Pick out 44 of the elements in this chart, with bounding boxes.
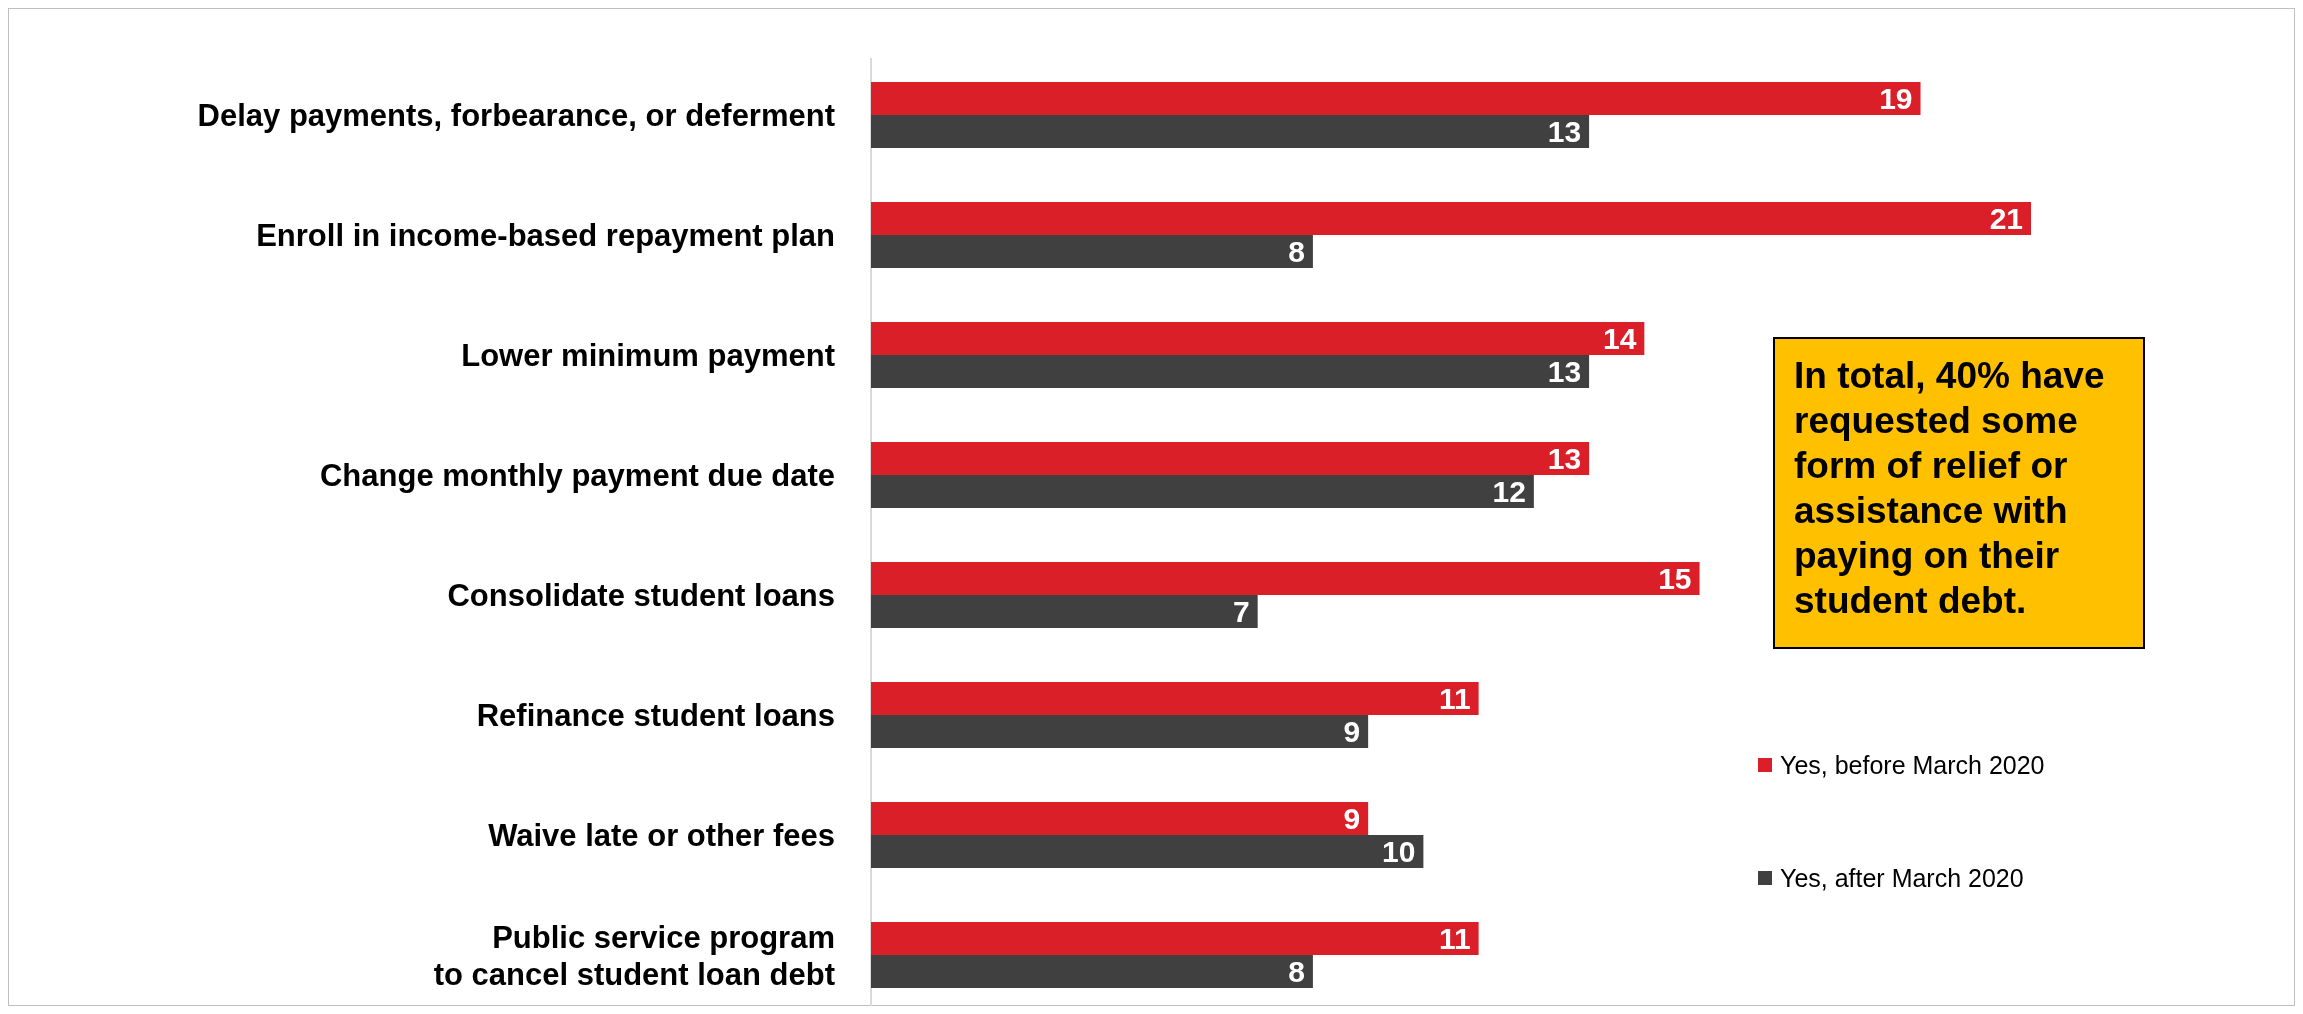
- data-label: 13: [1547, 355, 1582, 389]
- y-tick-label: Lower minimum payment: [461, 338, 835, 374]
- bar: [871, 82, 1921, 115]
- data-label: 10: [1382, 835, 1416, 869]
- bar: [871, 595, 1258, 628]
- data-label: 21: [1989, 202, 2023, 236]
- bar: [871, 115, 1590, 148]
- legend-label: Yes, after March 2020: [1780, 864, 2024, 892]
- legend-label: Yes, before March 2020: [1780, 751, 2045, 779]
- y-tick-label: Consolidate student loans: [447, 578, 835, 614]
- bar: [871, 442, 1590, 475]
- bar: [871, 682, 1479, 715]
- annotation: In total, 40% have requested some form of relief or assistance with paying on their student debt.: [1794, 355, 2105, 621]
- bar: [871, 235, 1313, 268]
- bar: [871, 715, 1369, 748]
- data-label: 12: [1492, 475, 1526, 509]
- bar: [871, 475, 1534, 508]
- data-label: 14: [1602, 322, 1637, 356]
- bar: [871, 802, 1369, 835]
- bar: [871, 322, 1645, 355]
- y-tick-label: Refinance student loans: [476, 698, 835, 734]
- data-label: 8: [1288, 235, 1305, 269]
- bar: [871, 955, 1313, 988]
- data-label: 13: [1547, 115, 1582, 149]
- data-label: 19: [1879, 82, 1913, 116]
- bar: [871, 562, 1700, 595]
- y-tick-label: Change monthly payment due date: [319, 458, 835, 494]
- y-tick-label: Public service program to cancel student loan debt: [433, 919, 835, 992]
- data-label: 13: [1547, 442, 1582, 476]
- note-box: In total, 40% have requested some form of relief or assistance with paying on their student debt.: [1773, 337, 2145, 649]
- data-label: 11: [1438, 682, 1471, 716]
- y-tick-label: Enroll in income-based repayment plan: [256, 218, 835, 254]
- y-tick-label: Waive late or other fees: [488, 818, 835, 854]
- bar: [871, 922, 1479, 955]
- data-label: 8: [1288, 955, 1305, 989]
- bar: [871, 202, 2031, 235]
- data-label: 9: [1343, 715, 1361, 749]
- bar: [871, 355, 1590, 388]
- y-tick-label: Delay payments, forbearance, or deferment: [197, 98, 835, 134]
- data-label: 9: [1343, 802, 1361, 836]
- data-label: 7: [1232, 595, 1250, 629]
- data-label: 15: [1658, 562, 1692, 596]
- bar: [871, 835, 1424, 868]
- data-label: 11: [1438, 922, 1471, 956]
